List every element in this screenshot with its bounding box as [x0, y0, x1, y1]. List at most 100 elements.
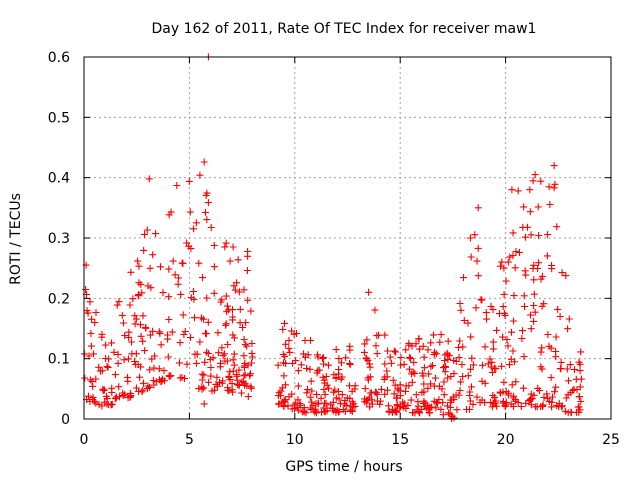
data-point [216, 363, 224, 371]
data-point [529, 265, 537, 272]
data-point [562, 394, 570, 402]
data-point [402, 382, 410, 390]
data-point [557, 358, 565, 366]
data-point [575, 358, 583, 366]
data-point [165, 265, 173, 273]
data-point [338, 359, 345, 367]
data-point [160, 367, 168, 375]
data-point [444, 374, 452, 382]
data-point [168, 328, 176, 336]
data-point [509, 394, 517, 402]
data-point [571, 366, 578, 374]
data-point [139, 337, 147, 345]
data-point [204, 350, 212, 357]
data-point [430, 331, 437, 339]
data-point [473, 257, 481, 265]
data-point [229, 388, 237, 396]
data-point [467, 333, 475, 341]
data-point [103, 363, 111, 370]
data-point [169, 257, 177, 265]
data-point [530, 261, 538, 269]
data-point [285, 344, 293, 352]
data-point [306, 393, 314, 401]
data-point [481, 343, 489, 351]
data-point [497, 262, 504, 270]
data-point [92, 309, 100, 316]
data-point [131, 320, 139, 328]
data-layer [80, 53, 585, 423]
y-tick-label: 0.4 [48, 171, 70, 187]
data-point [474, 244, 482, 252]
data-point [366, 403, 374, 411]
data-point [510, 292, 518, 300]
data-point [230, 361, 238, 369]
data-point [87, 342, 95, 350]
data-point [341, 408, 349, 415]
data-point [564, 325, 572, 333]
data-point [321, 391, 329, 398]
data-point [183, 360, 191, 368]
data-point [346, 361, 354, 369]
data-point [412, 391, 420, 399]
data-point [86, 376, 94, 384]
data-point [419, 342, 427, 350]
data-point [427, 339, 435, 347]
data-point [363, 355, 371, 363]
data-point [118, 311, 126, 319]
data-point [414, 398, 422, 406]
data-point [427, 380, 434, 388]
data-point [146, 383, 153, 391]
data-point [294, 406, 302, 414]
data-point [520, 384, 527, 392]
data-point [397, 354, 405, 362]
data-point [534, 203, 542, 211]
data-point [138, 388, 146, 396]
data-point [378, 385, 385, 393]
data-point [192, 219, 200, 227]
data-point [450, 414, 458, 422]
data-point [434, 399, 441, 407]
y-tick-label: 0.2 [48, 291, 70, 307]
data-point [543, 390, 551, 398]
data-point [466, 405, 474, 413]
data-point [506, 253, 514, 261]
data-point [199, 274, 206, 282]
data-point [489, 306, 497, 314]
data-point [140, 246, 148, 254]
data-point [520, 292, 528, 300]
data-point [392, 348, 399, 356]
data-point [491, 364, 498, 372]
data-point [139, 312, 147, 320]
data-point [127, 268, 135, 276]
data-point [498, 258, 506, 266]
data-point [460, 274, 467, 282]
data-point [314, 400, 322, 408]
data-point [206, 356, 214, 364]
x-tick-label: 15 [391, 432, 409, 448]
data-point [432, 404, 440, 412]
data-point [575, 393, 583, 400]
data-point [425, 404, 433, 412]
data-point [222, 239, 230, 247]
data-point [174, 280, 182, 288]
data-point [177, 290, 185, 298]
data-point [119, 389, 127, 397]
data-point [176, 339, 184, 347]
data-point [520, 353, 528, 361]
data-point [503, 336, 511, 344]
data-point [436, 338, 444, 346]
data-point [508, 328, 515, 336]
data-point [282, 340, 290, 348]
data-point [437, 331, 445, 339]
data-point [134, 257, 142, 265]
data-point [136, 373, 144, 381]
data-point [432, 374, 439, 382]
data-point [279, 326, 287, 333]
data-point [486, 355, 494, 363]
data-point [213, 373, 221, 381]
data-point [489, 338, 497, 346]
data-point [87, 329, 95, 337]
data-point [368, 396, 376, 404]
data-point [533, 403, 541, 411]
data-point [222, 320, 230, 328]
